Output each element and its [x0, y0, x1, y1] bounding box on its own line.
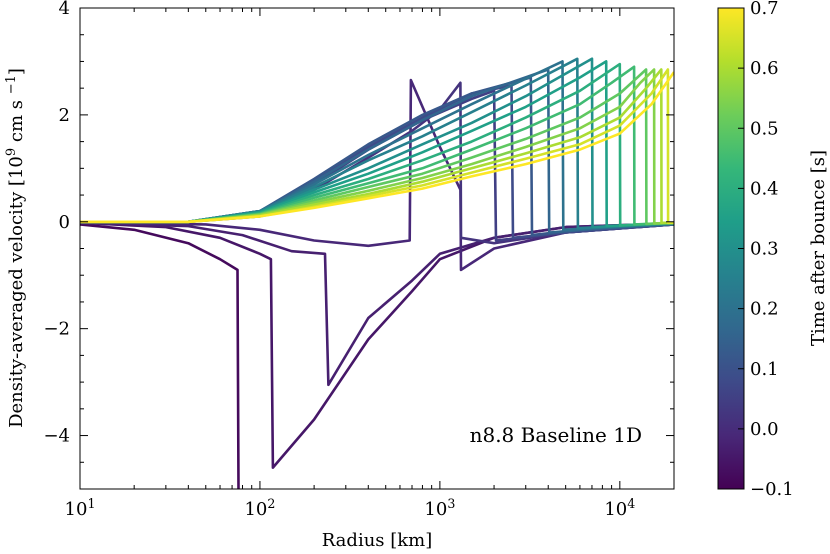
x-tick-label: 104: [604, 496, 635, 520]
colorbar-tick-label: 0.4: [750, 178, 779, 199]
colorbar-tick-label: 0.7: [750, 0, 779, 19]
velocity-curve-3: [80, 78, 674, 272]
plot-frame: [79, 7, 675, 490]
colorbar-tick-label: 0.1: [750, 359, 779, 380]
colorbar-tick-label: 0.5: [750, 118, 779, 139]
colorbar-label: Time after bounce [s]: [808, 150, 829, 346]
velocity-curve-6: [80, 84, 674, 240]
colorbar-ticks: −0.1 0.0 0.1 0.2 0.3 0.4 0.5 0.6 0.7: [738, 0, 794, 500]
y-tick-label: 4: [59, 0, 70, 19]
colorbar-tick-label: 0.3: [750, 239, 779, 260]
y-axis-label-main: Density-averaged velocity [10: [6, 156, 27, 428]
velocity-curves: [80, 57, 674, 489]
y-axis-label: Density-averaged velocity [109 cm s −1]: [4, 68, 27, 428]
y-axis-label-units: cm s: [6, 94, 27, 148]
colorbar-tick-label: 0.0: [750, 419, 779, 440]
y-tick-label: −2: [43, 319, 70, 340]
velocity-curve-4: [80, 81, 674, 245]
velocity-curve-0: [80, 223, 240, 489]
y-tick-label: −4: [43, 426, 70, 447]
x-axis-label: Radius [km]: [322, 530, 433, 551]
y-tick-label: 0: [59, 212, 70, 233]
y-ticks: −4 −2 0 2 4: [43, 0, 674, 490]
velocity-curve-19: [80, 71, 674, 224]
colorbar-tick-label: −0.1: [750, 479, 794, 500]
x-tick-label: 103: [424, 496, 455, 520]
x-tick-label: 101: [65, 496, 96, 520]
x-ticks: 101 102 103 104: [65, 8, 675, 520]
colorbar-tick-label: 0.6: [750, 58, 779, 79]
x-tick-label: 102: [244, 496, 275, 520]
velocity-curve-2: [80, 221, 674, 387]
colorbar-tick-label: 0.2: [750, 299, 779, 320]
y-tick-label: 2: [59, 105, 70, 126]
annotation: n8.8 Baseline 1D: [470, 423, 642, 447]
